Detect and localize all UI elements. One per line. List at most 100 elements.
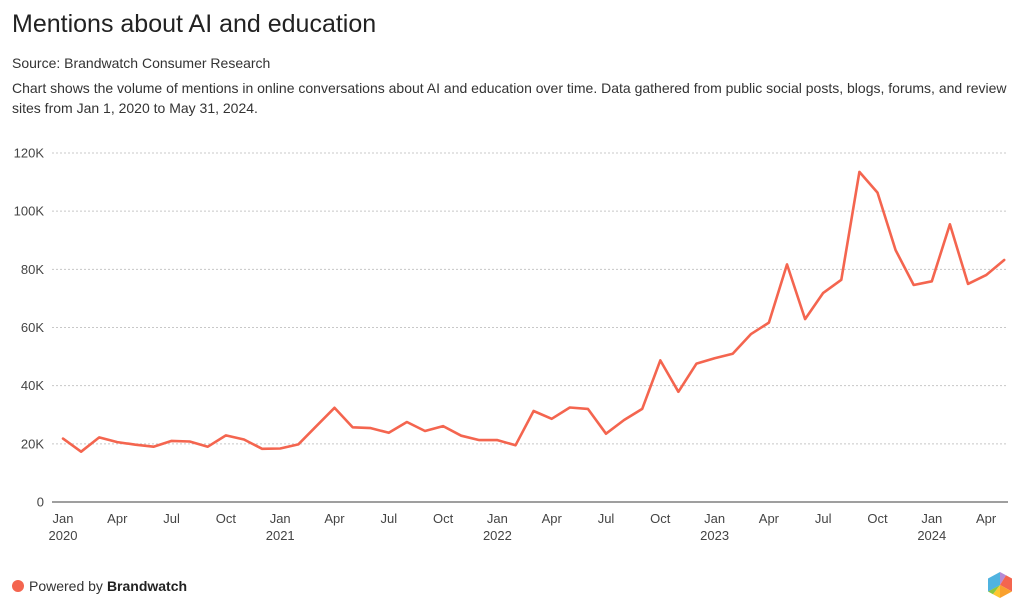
data-point xyxy=(493,436,501,444)
y-axis-ticks: 0 20K 40K 60K 80K 100K 120K xyxy=(14,146,45,510)
brandwatch-logo-icon[interactable] xyxy=(987,571,1013,599)
logo-facet-purple xyxy=(1000,572,1006,585)
x-tick-label-year: 2023 xyxy=(700,528,729,543)
logo-facet-blue-lower xyxy=(988,585,1000,592)
x-tick-label-month: Apr xyxy=(759,511,780,526)
data-point xyxy=(294,440,302,448)
x-tick-label-month: Jan xyxy=(53,511,74,526)
x-tick-label-month: Jul xyxy=(163,511,180,526)
chart-source: Source: Brandwatch Consumer Research xyxy=(12,55,271,71)
data-point xyxy=(421,427,429,435)
data-point xyxy=(874,189,882,197)
data-point xyxy=(801,315,809,323)
data-point xyxy=(204,443,212,451)
data-point xyxy=(530,407,538,415)
data-point xyxy=(620,416,628,424)
data-point xyxy=(964,280,972,288)
data-point xyxy=(892,246,900,254)
y-tick-label: 0 xyxy=(37,495,44,510)
data-point xyxy=(566,404,574,412)
x-tick-label-month: Jan xyxy=(921,511,942,526)
data-point xyxy=(131,441,139,449)
x-tick-label-month: Jul xyxy=(598,511,615,526)
data-point xyxy=(837,276,845,284)
data-point xyxy=(186,438,194,446)
data-point xyxy=(349,423,357,431)
data-point xyxy=(548,415,556,423)
data-point xyxy=(222,431,230,439)
data-point xyxy=(928,277,936,285)
y-tick-label: 80K xyxy=(21,262,44,277)
data-point xyxy=(982,271,990,279)
gridlines xyxy=(52,152,1008,445)
data-point xyxy=(276,445,284,453)
logo-facet-red xyxy=(1000,575,1012,592)
y-tick-label: 20K xyxy=(21,436,44,451)
data-point xyxy=(312,422,320,430)
y-tick-label: 120K xyxy=(14,146,45,161)
data-point xyxy=(1000,256,1008,264)
x-tick-label-month: Apr xyxy=(324,511,345,526)
data-point xyxy=(765,319,773,327)
x-tick-label-month: Oct xyxy=(650,511,671,526)
data-point xyxy=(783,260,791,268)
x-axis-ticks: Jan 2020 Apr Jul Oct Jan 2021 Apr Jul Oct Jan 2022 A… xyxy=(49,511,997,543)
y-tick-label: 40K xyxy=(21,378,44,393)
y-tick-label: 100K xyxy=(14,204,45,219)
data-point xyxy=(602,430,610,438)
brand-name[interactable]: Brandwatch xyxy=(106,578,188,594)
data-point xyxy=(711,354,719,362)
chart-description: Chart shows the volume of mentions in on… xyxy=(12,80,1007,116)
data-point xyxy=(95,433,103,441)
x-tick-label-month: Jul xyxy=(815,511,832,526)
data-point xyxy=(729,350,737,358)
data-point xyxy=(439,422,447,430)
data-point xyxy=(638,405,646,413)
data-point xyxy=(59,435,67,443)
x-tick-label-year: 2021 xyxy=(266,528,295,543)
powered-by-label: Powered by xyxy=(29,578,103,594)
data-point xyxy=(331,404,339,412)
data-point xyxy=(403,418,411,426)
x-tick-label-month: Jan xyxy=(270,511,291,526)
x-tick-label-month: Apr xyxy=(107,511,128,526)
data-point xyxy=(584,405,592,413)
brand-dot-icon xyxy=(12,580,24,592)
x-tick-label-month: Oct xyxy=(216,511,237,526)
x-tick-label-month: Oct xyxy=(433,511,454,526)
data-point xyxy=(385,429,393,437)
logo-facet-yellow xyxy=(993,585,1000,598)
data-point xyxy=(150,443,158,451)
x-tick-label-year: 2020 xyxy=(49,528,78,543)
logo-facet-green xyxy=(988,585,1000,595)
data-point xyxy=(457,432,465,440)
chart-title: Mentions about AI and education xyxy=(12,10,377,38)
x-tick-label-month: Apr xyxy=(542,511,563,526)
data-point xyxy=(819,289,827,297)
data-point xyxy=(77,448,85,456)
data-point xyxy=(910,281,918,289)
series-line-mentions xyxy=(61,170,1006,453)
data-point xyxy=(168,437,176,445)
data-point xyxy=(240,436,248,444)
x-tick-label-year: 2022 xyxy=(483,528,512,543)
data-point xyxy=(475,436,483,444)
data-point xyxy=(747,330,755,338)
data-point xyxy=(258,445,266,453)
x-tick-label-month: Oct xyxy=(867,511,888,526)
x-tick-label-month: Apr xyxy=(976,511,997,526)
data-point xyxy=(512,441,520,449)
data-point xyxy=(693,360,701,368)
data-point xyxy=(367,424,375,432)
data-point xyxy=(674,388,682,396)
x-tick-label-month: Jan xyxy=(487,511,508,526)
data-point xyxy=(946,220,954,228)
x-tick-label-month: Jan xyxy=(704,511,725,526)
x-tick-label-year: 2024 xyxy=(917,528,946,543)
data-point xyxy=(656,356,664,364)
footer: Powered by Brandwatch xyxy=(12,578,187,594)
x-tick-label-month: Jul xyxy=(380,511,397,526)
data-point xyxy=(855,168,863,176)
logo-facet-orange xyxy=(1000,585,1012,598)
